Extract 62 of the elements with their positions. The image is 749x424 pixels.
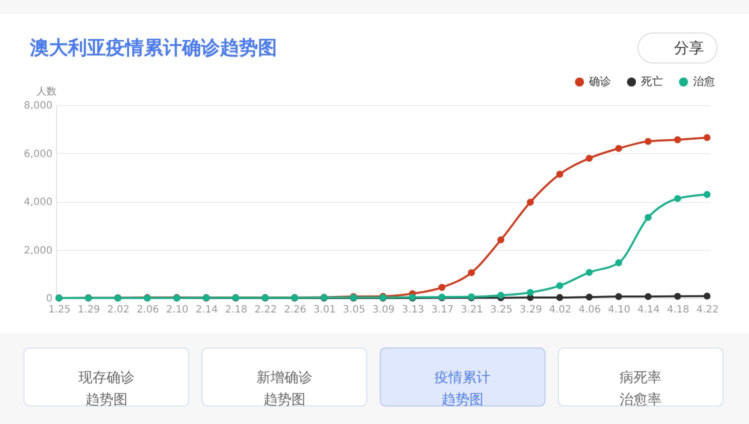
point: [586, 294, 593, 300]
point: [556, 282, 564, 290]
x-tick-label: 2.06: [136, 304, 159, 316]
text: 疫情累计趋势图: [434, 370, 491, 408]
y-tick-label: 0: [46, 294, 52, 304]
point: [438, 284, 446, 291]
x-tick-label: 2.26: [284, 304, 306, 316]
point: [526, 198, 534, 206]
chart-title: 澳大利亚疫情累计确诊趋势图: [29, 37, 277, 59]
y-tick-label: 6,000: [24, 148, 52, 160]
point: [468, 269, 475, 276]
legend-label: 死亡: [641, 74, 663, 88]
point: [586, 154, 593, 162]
x-tick-label: 1.25: [48, 304, 71, 316]
x-tick-label: 2.02: [107, 304, 130, 316]
point: [644, 214, 652, 221]
point: [674, 195, 682, 202]
point: [497, 292, 504, 299]
x-tick-label: 3.17: [431, 304, 454, 316]
text: 分享: [674, 39, 704, 57]
point: [704, 191, 711, 198]
y-tick-label: 2,000: [24, 245, 52, 256]
y-axis-title: 人数: [36, 86, 56, 98]
x-tick-label: 1.29: [78, 304, 100, 316]
x-tick-label: 3.21: [460, 304, 484, 316]
text: 新增确诊趋势图: [256, 370, 312, 408]
x-tick-label: 4.22: [696, 304, 719, 316]
legend-label: 确诊: [588, 74, 611, 88]
point: [586, 268, 593, 276]
x-tick-label: 2.22: [254, 304, 277, 316]
x-tick-label: 2.10: [166, 304, 188, 316]
point: [644, 293, 652, 300]
point: [615, 293, 622, 300]
point: [556, 294, 564, 301]
x-tick-label: 2.18: [225, 304, 248, 316]
point: [615, 144, 622, 152]
x-tick-label: 4.06: [578, 304, 601, 316]
x-tick-label: 3.01: [313, 304, 336, 316]
point: [497, 236, 504, 244]
y-tick-label: 8,000: [24, 100, 52, 112]
point: [704, 292, 711, 300]
x-tick-label: 4.10: [608, 304, 630, 316]
text: 现存确诊趋势图: [78, 370, 134, 408]
point: [644, 138, 652, 145]
x-tick-label: 2.14: [196, 304, 218, 316]
point: [615, 259, 622, 266]
point: [556, 170, 564, 178]
x-tick-label: 3.05: [342, 304, 366, 316]
x-tick-label: 3.09: [372, 304, 395, 316]
point: [674, 292, 682, 300]
x-tick-label: 4.18: [666, 304, 690, 316]
x-tick-label: 4.14: [638, 304, 660, 316]
point: [674, 136, 682, 144]
y-tick-label: 4,000: [24, 197, 52, 208]
text: 病死率治愈率: [620, 370, 662, 408]
x-tick-label: 3.29: [520, 304, 542, 316]
legend-label: 治愈: [693, 74, 715, 88]
point: [704, 134, 711, 142]
x-tick-label: 4.02: [549, 304, 572, 316]
x-tick-label: 3.25: [490, 304, 512, 316]
x-tick-label: 3.13: [402, 304, 424, 316]
point: [526, 288, 534, 296]
